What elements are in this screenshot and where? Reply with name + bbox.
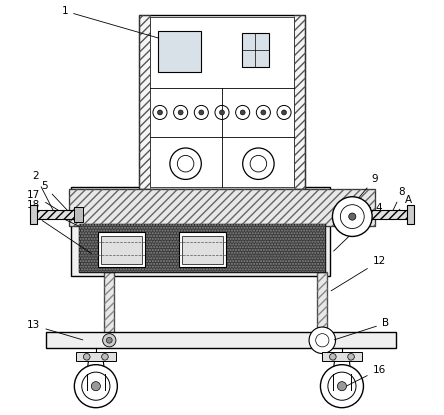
Circle shape — [83, 354, 90, 360]
Circle shape — [319, 337, 325, 343]
Circle shape — [337, 382, 346, 391]
Bar — [76, 352, 116, 361]
Bar — [104, 271, 115, 336]
Bar — [158, 31, 201, 73]
Bar — [139, 15, 150, 189]
Bar — [178, 232, 226, 268]
Bar — [69, 189, 375, 226]
Circle shape — [103, 334, 116, 347]
Circle shape — [74, 365, 117, 408]
Text: 12: 12 — [331, 256, 386, 291]
Circle shape — [329, 354, 336, 360]
Text: 18: 18 — [27, 200, 79, 226]
Bar — [101, 236, 142, 264]
Text: B: B — [334, 318, 389, 340]
Bar — [79, 224, 325, 271]
Circle shape — [333, 197, 372, 237]
Bar — [98, 232, 146, 268]
Circle shape — [309, 327, 336, 354]
Text: 16: 16 — [340, 365, 386, 389]
Circle shape — [321, 365, 364, 408]
Bar — [46, 332, 396, 348]
Bar — [407, 205, 414, 224]
Circle shape — [316, 334, 329, 347]
Text: A: A — [395, 195, 412, 215]
Bar — [242, 32, 269, 67]
Bar — [104, 271, 115, 336]
Text: 13: 13 — [27, 320, 83, 340]
Circle shape — [158, 110, 163, 115]
Circle shape — [349, 213, 356, 220]
Text: 3: 3 — [31, 210, 91, 254]
Bar — [71, 187, 329, 276]
Circle shape — [102, 354, 108, 360]
Circle shape — [178, 110, 183, 115]
Circle shape — [91, 382, 100, 391]
Bar — [317, 271, 328, 336]
Circle shape — [199, 110, 204, 115]
Circle shape — [348, 354, 354, 360]
Bar — [74, 207, 83, 222]
Bar — [322, 352, 362, 361]
Text: 17: 17 — [27, 190, 77, 222]
Bar — [361, 207, 370, 222]
Circle shape — [219, 110, 225, 115]
Text: 1: 1 — [62, 6, 170, 41]
Bar — [294, 15, 305, 189]
Text: 2: 2 — [32, 171, 56, 215]
Bar — [367, 210, 410, 219]
Bar — [34, 210, 77, 219]
Bar — [69, 189, 375, 226]
Bar — [150, 17, 294, 187]
Text: 4: 4 — [333, 203, 382, 251]
Bar — [139, 15, 305, 189]
Bar — [30, 205, 37, 224]
Circle shape — [240, 110, 245, 115]
Text: 5: 5 — [41, 181, 75, 218]
Bar — [317, 271, 328, 336]
Circle shape — [281, 110, 286, 115]
Text: 9: 9 — [354, 173, 378, 203]
Circle shape — [261, 110, 266, 115]
Circle shape — [107, 337, 112, 343]
Bar — [79, 224, 325, 271]
Text: 8: 8 — [388, 187, 405, 220]
Bar — [182, 236, 223, 264]
